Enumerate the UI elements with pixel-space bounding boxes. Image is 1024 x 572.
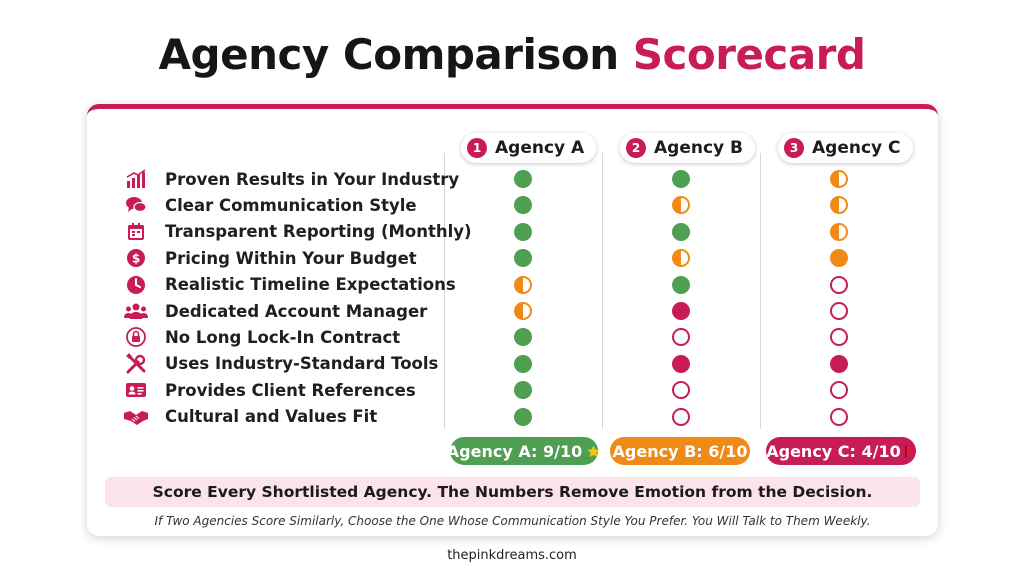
criterion-row: Transparent Reporting (Monthly) [123,219,472,245]
svg-text:$: $ [132,252,140,266]
rating-dot-full-green [672,222,690,241]
rating-dot-empty [672,407,690,426]
number-badge: 3 [784,138,804,158]
criterion-row: Realistic Timeline Expectations [123,272,456,298]
score-pill-agency-a: Agency A: 9/10 [446,437,601,465]
criterion-label: No Long Lock-In Contract [165,327,401,347]
chart-growth-icon [123,168,149,190]
column-divider [602,153,603,429]
rating-dot-empty [672,328,690,347]
rating-dot-full-pink [672,302,690,320]
dollar-coin-icon: $ [123,247,149,269]
number-badge: 2 [626,138,646,158]
criterion-label: Proven Results in Your Industry [165,169,460,189]
criterion-row: Provides Client References [123,377,416,403]
criterion-label: Provides Client References [165,380,416,400]
score-label: Agency B: 6/10 [612,441,748,461]
number-badge: 1 [467,138,487,158]
criterion-label: Dedicated Account Manager [165,301,428,321]
criterion-row: Uses Industry-Standard Tools [123,351,438,377]
clock-icon [123,274,149,296]
rating-dot-empty [672,381,690,400]
rating-dot-half [672,249,690,268]
rating-dot-empty [830,328,848,347]
criterion-label: Clear Communication Style [165,195,417,215]
rating-dot-full-orange [830,249,848,268]
column-header-label: Agency B [654,138,743,158]
rating-dot-half [830,170,848,188]
rating-dot-empty [830,381,848,400]
rating-dot-empty [830,302,848,320]
criterion-row: Proven Results in Your Industry [123,166,459,192]
criterion-label: Uses Industry-Standard Tools [165,354,439,374]
column-header-agency-a: 1 Agency A [461,133,597,163]
rating-dot-full-green [514,407,532,426]
handshake-icon [123,406,149,428]
title-main: Agency Comparison [158,30,620,79]
scorecard-card: 1 Agency A 2 Agency B 3 Agency C Proven … [87,104,938,536]
rating-dot-full-green [514,381,532,400]
rating-dot-full-pink [830,354,848,373]
rating-dot-half [514,302,532,320]
criterion-row: No Long Lock-In Contract [123,324,400,350]
rating-dot-empty [830,407,848,426]
column-divider [444,153,445,429]
lock-icon [123,326,149,348]
star-icon [586,444,601,459]
monthly-calendar-icon [123,221,149,243]
rating-dot-full-green [672,275,690,294]
criterion-row: Dedicated Account Manager [123,298,427,324]
score-pill-agency-b: Agency B: 6/10 [610,437,750,465]
chat-bubbles-icon [123,194,149,216]
criterion-row: Clear Communication Style [123,192,417,218]
score-label: Agency A: 9/10 [446,441,583,461]
criterion-row: $ Pricing Within Your Budget [123,245,417,271]
score-pill-agency-c: Agency C: 4/10 [766,437,916,465]
criterion-label: Pricing Within Your Budget [165,248,417,268]
criterion-row: Cultural and Values Fit [123,404,377,430]
id-card-icon [123,379,149,401]
rating-dot-full-green [514,354,532,373]
rating-dot-half [830,222,848,241]
rating-dot-full-green [514,196,532,215]
column-header-agency-c: 3 Agency C [778,133,913,163]
column-header-label: Agency C [812,138,901,158]
tip-note: If Two Agencies Score Similarly, Choose … [154,514,871,528]
rating-dot-half [830,196,848,215]
rating-dot-full-green [514,170,532,188]
column-header-label: Agency A [495,138,585,158]
tools-icon [123,352,149,375]
rating-dot-half [514,275,532,294]
column-divider [760,153,761,429]
rating-dot-full-green [514,249,532,268]
column-header-agency-b: 2 Agency B [620,133,755,163]
rating-dot-empty [830,275,848,294]
title-accent: Scorecard [632,30,866,79]
team-people-icon [123,300,149,322]
footer-site: thepinkdreams.com [447,548,577,563]
rating-dot-half [672,196,690,215]
key-message-banner: Score Every Shortlisted Agency. The Numb… [105,477,920,507]
rating-dot-full-green [672,170,690,188]
criterion-label: Cultural and Values Fit [165,407,378,427]
score-label: Agency C: 4/10 [766,441,901,461]
page-title: Agency Comparison Scorecard [0,30,1024,79]
criterion-label: Realistic Timeline Expectations [165,275,456,295]
rating-dot-full-green [514,222,532,241]
criterion-label: Transparent Reporting (Monthly) [165,222,472,242]
rating-dot-full-pink [672,354,690,373]
rating-dot-full-green [514,328,532,347]
red-flag-icon [904,444,916,458]
